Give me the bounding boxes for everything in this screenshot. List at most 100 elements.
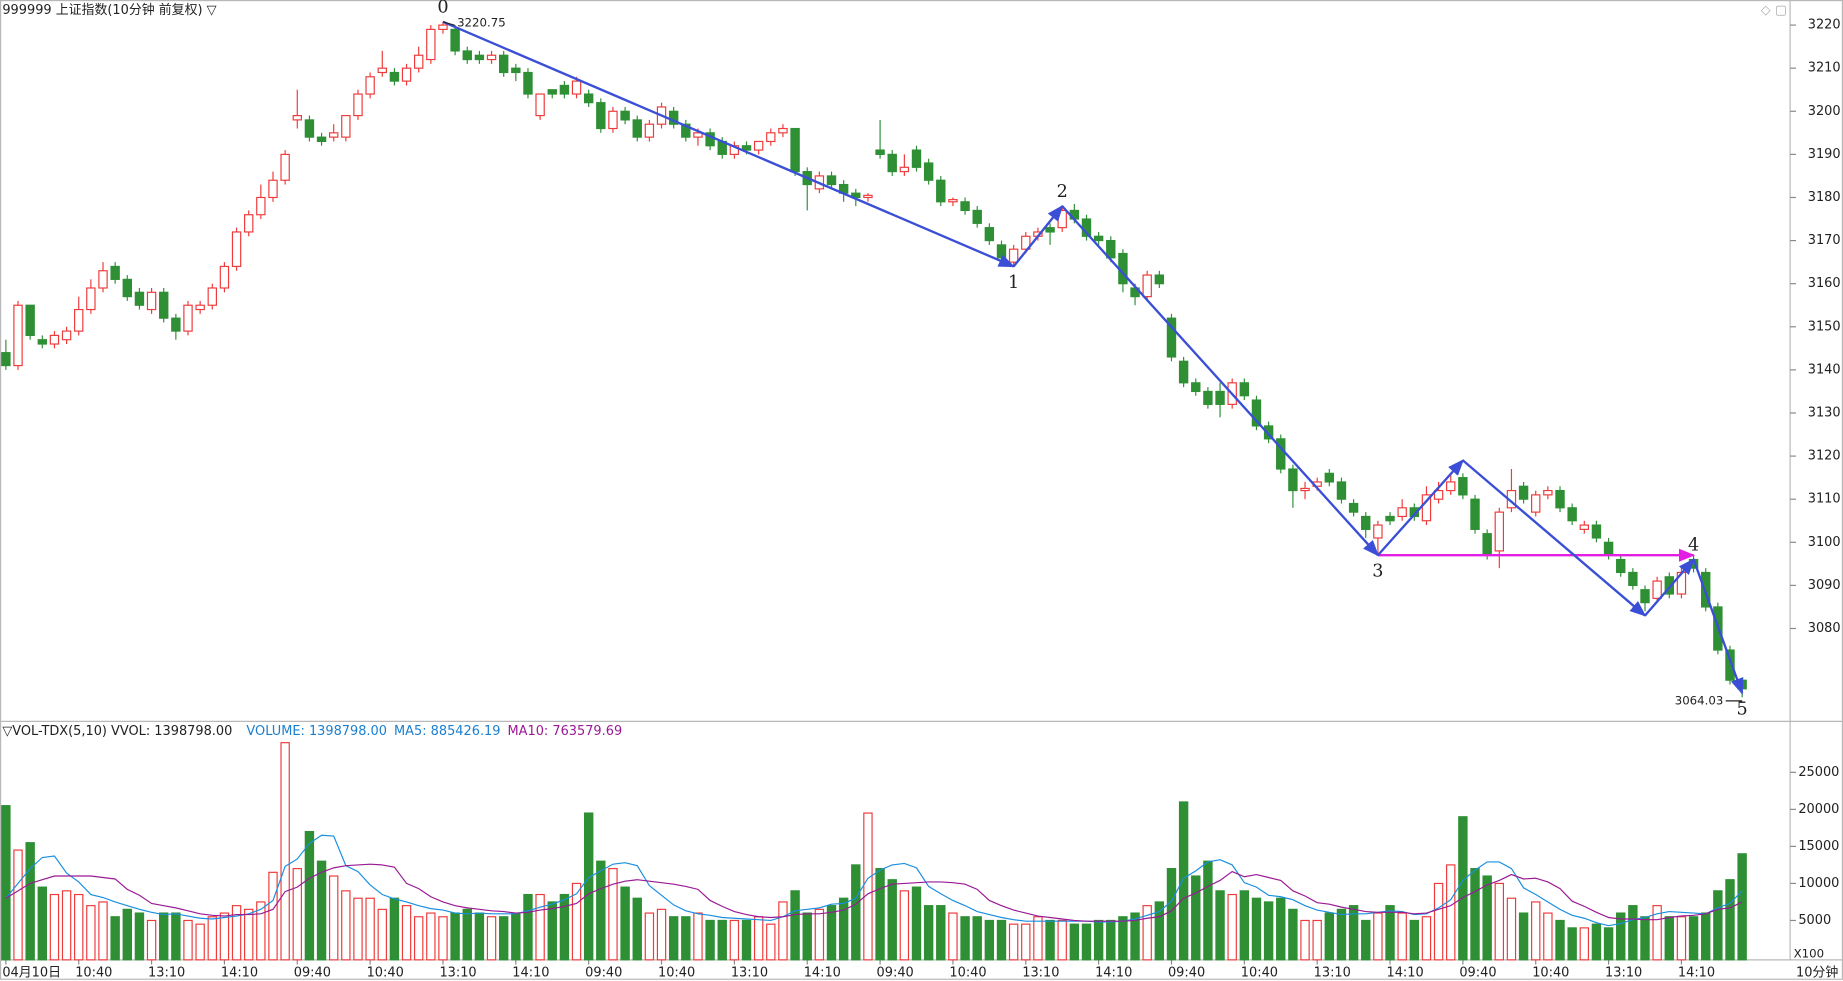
x-tick-label: 10:40	[658, 965, 695, 980]
candle-body	[1482, 533, 1492, 556]
candle-body	[450, 28, 460, 52]
volume-bar	[766, 923, 776, 961]
volume-bar	[887, 879, 897, 961]
window-icons[interactable]: ◇ ▢	[1761, 3, 1787, 18]
candle-body	[1555, 489, 1565, 509]
volume-bar	[1628, 905, 1638, 961]
volume-bar	[1300, 919, 1310, 961]
volume-bar	[911, 886, 922, 961]
volume-bar	[365, 897, 375, 961]
candle-body	[389, 71, 400, 82]
candle-body	[462, 50, 472, 61]
volume-bar	[1118, 916, 1128, 961]
volume-bar	[1482, 875, 1492, 961]
volume-bar	[134, 912, 145, 961]
volume-bar	[401, 905, 412, 961]
wave-label: 1	[1008, 273, 1019, 293]
candle-body	[632, 119, 642, 138]
volume-ma-line	[5, 863, 1743, 922]
volume-bar	[1106, 919, 1116, 961]
candle-body	[49, 334, 60, 345]
volume-bar	[183, 919, 193, 961]
volume-bar	[1494, 882, 1505, 961]
volume-bar	[717, 919, 727, 961]
candle-body	[1385, 515, 1395, 522]
vol-header-item: VOLUME: 1398798.00	[246, 723, 387, 738]
volume-bar	[462, 908, 472, 961]
candle-body	[171, 317, 181, 332]
volume-bar	[450, 912, 460, 961]
candle-body	[61, 330, 72, 341]
volume-bar	[1227, 893, 1237, 961]
volume-bar	[316, 860, 327, 961]
volume-bar	[195, 923, 205, 961]
volume-bar	[292, 868, 302, 961]
volume-bar	[244, 908, 254, 961]
volume-bar	[1033, 916, 1043, 961]
candle-body	[292, 115, 302, 121]
x-tick-label: 13:10	[731, 965, 768, 980]
volume-bar	[25, 842, 35, 961]
volume-bar	[329, 875, 339, 961]
candle-body	[1191, 382, 1201, 393]
candle-body	[98, 270, 108, 289]
candle-body	[1057, 209, 1067, 229]
volume-bar	[826, 905, 837, 961]
x-tick-label: 14:10	[1387, 965, 1424, 980]
candle-body	[280, 153, 290, 181]
candle-body	[438, 24, 448, 30]
volume-bar	[523, 893, 533, 961]
volume-bar	[1, 805, 11, 961]
candle-body	[304, 119, 315, 138]
volume-bar	[486, 916, 497, 961]
volume-bar	[972, 916, 982, 961]
volume-bar	[1713, 890, 1723, 961]
volume-bar	[1178, 801, 1189, 961]
candle-body	[1251, 399, 1262, 427]
volume-bar	[341, 890, 351, 961]
chart-title: 999999 上证指数(10分钟 前复权) ▽	[2, 2, 216, 18]
volume-bar	[1409, 919, 1420, 961]
volume-bar	[632, 897, 642, 961]
volume-bar	[1652, 905, 1662, 961]
candle-body	[741, 145, 752, 151]
volume-bar	[1276, 897, 1286, 961]
candle-body	[25, 304, 35, 336]
max-pointer	[442, 21, 455, 26]
candle-body	[1324, 472, 1335, 483]
candle-body	[1106, 239, 1116, 259]
x-tick-label: 14:10	[512, 965, 549, 980]
candle-body	[1373, 524, 1383, 539]
volume-bar	[1664, 916, 1674, 961]
wave-label: 0	[437, 0, 448, 18]
candle-body	[523, 71, 533, 95]
volume-bar	[219, 912, 230, 961]
volume-bar	[1579, 927, 1589, 961]
volume-bar	[61, 890, 72, 961]
y-tick-label: 3110	[1808, 492, 1841, 507]
volume-bar	[948, 912, 958, 961]
candle-body	[1300, 487, 1310, 492]
candle-body	[693, 132, 703, 138]
volume-bar	[705, 919, 715, 961]
min-label: 3064.03	[1675, 693, 1724, 707]
volume-bar	[498, 916, 509, 961]
candle-body	[1142, 274, 1152, 298]
candle-body	[1045, 227, 1055, 233]
x-tick-label: 10:40	[949, 965, 986, 980]
volume-bar	[1191, 875, 1201, 961]
candle-body	[1543, 489, 1553, 496]
candle-body	[923, 162, 934, 181]
candle-body	[486, 54, 497, 61]
volume-bar	[413, 916, 424, 961]
volume-bar	[608, 868, 618, 961]
volume-bar	[1433, 882, 1444, 961]
volume-bar	[1324, 912, 1335, 961]
volume-bar	[256, 901, 266, 961]
wave-line	[442, 20, 1016, 268]
candle-body	[329, 132, 339, 138]
candle-body	[960, 201, 970, 211]
volume-bar	[863, 812, 873, 961]
volume-bar	[960, 916, 970, 961]
